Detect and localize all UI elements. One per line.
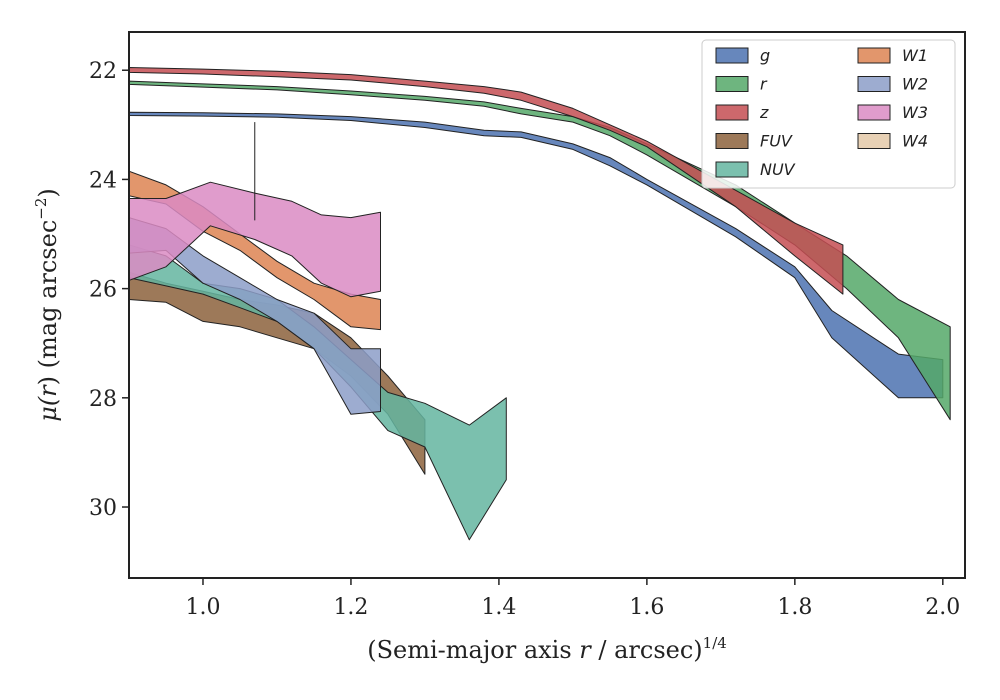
x-axis-label: (Semi-major axis r / arcsec)1/4 [367,634,727,664]
y-tick-label: 28 [89,387,117,412]
legend-label-r: r [760,75,768,94]
y-tick-label: 30 [89,496,117,521]
legend-label-w4: W4 [902,132,928,151]
band-w2 [129,217,381,415]
plot-frame [128,31,966,579]
x-tick-label: 1.2 [333,595,368,620]
x-tick-label: 1.4 [481,595,516,620]
y-axis: 22 24 26 28 30 [89,59,129,521]
x-tick-label: 1.6 [629,595,664,620]
legend-swatch-w1 [857,47,891,64]
y-tick-label: 26 [89,278,117,303]
legend-swatch-w3 [857,104,891,121]
y-tick-label: 22 [89,59,117,84]
y-axis-label: μ(r) (mag arcsec−2) [32,188,62,422]
legend-label-g: g [760,46,770,65]
legend-label-w2: W2 [902,75,928,94]
legend-label-nuv: NUV [760,160,796,179]
legend-label-w1: W1 [902,46,928,65]
legend-label-z: z [759,103,769,122]
legend: grz FUV NUV W1 W2 W3 W4 [701,39,956,189]
legend-label-w3: W3 [902,103,928,122]
x-tick-label: 1.8 [777,595,812,620]
legend-label-fuv: FUV [760,132,793,151]
legend-swatch-w4 [857,133,891,149]
band-w3 [129,181,381,298]
legend-swatch-w2 [857,76,891,92]
legend-swatch-r [715,76,749,92]
legend-box [701,39,956,189]
x-tick-label: 2.0 [925,595,960,620]
legend-swatch-z [715,104,749,121]
x-tick-label: 1.0 [185,595,220,620]
band-r [129,80,951,421]
legend-swatch-fuv [715,133,749,149]
bands-layer [129,67,951,541]
band-z [129,67,844,295]
y-tick-label: 24 [89,168,117,193]
legend-swatch-g [715,47,749,64]
legend-swatch-nuv [715,161,749,178]
x-axis: 1.0 1.2 1.4 1.6 1.8 2.0 [185,578,960,620]
